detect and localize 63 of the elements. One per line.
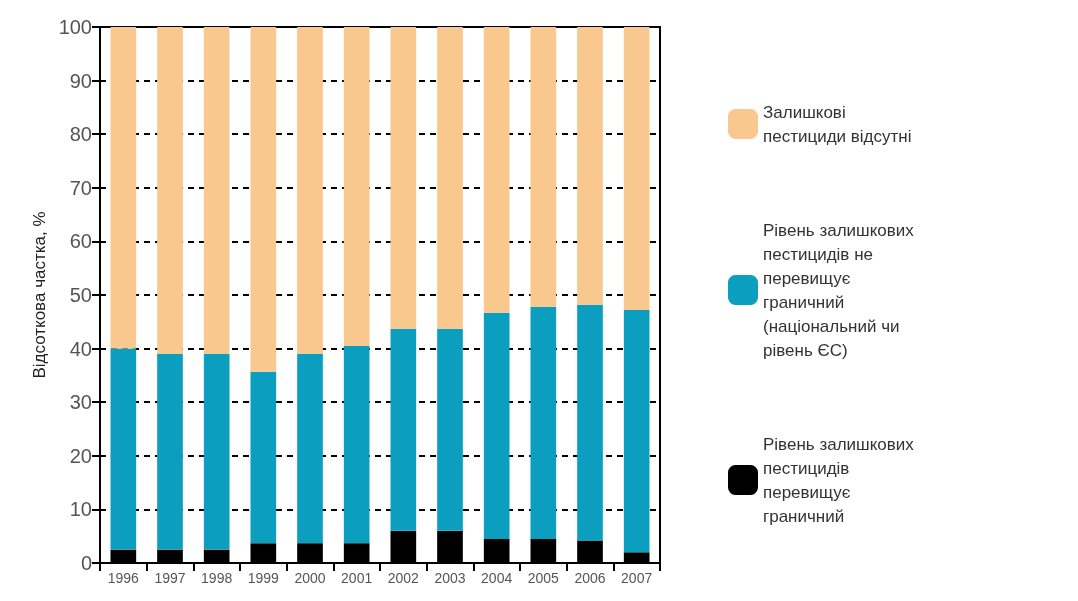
bar <box>437 328 463 531</box>
bar <box>623 310 650 553</box>
bar <box>110 348 137 550</box>
legend-label: Рівень залишкових пестицидів перевищує граничний <box>763 434 919 526</box>
bar <box>530 538 557 563</box>
y-tick-label: 40 <box>69 337 92 360</box>
bar <box>483 27 510 313</box>
bar <box>577 27 603 305</box>
x-tick-label: 1999 <box>247 570 280 586</box>
bar <box>530 306 557 539</box>
bar <box>577 304 603 541</box>
bar <box>250 371 277 544</box>
bar <box>623 27 650 311</box>
bar <box>157 353 183 550</box>
y-tick-label: 50 <box>69 284 92 306</box>
y-tick-label: 70 <box>69 176 92 199</box>
bar <box>530 27 557 307</box>
y-tick-label: 30 <box>69 391 92 414</box>
bar <box>437 27 463 329</box>
bar <box>623 552 650 563</box>
y-axis-title: Відсоткова частка, % <box>29 211 49 379</box>
y-tick-label: 10 <box>69 498 92 521</box>
bar <box>297 353 323 544</box>
x-tick-label: 2002 <box>387 570 420 586</box>
bar <box>390 530 417 563</box>
bar <box>203 27 230 354</box>
y-tick-label: 80 <box>69 123 92 146</box>
x-tick-label: 1996 <box>107 570 140 586</box>
bar <box>390 328 417 531</box>
bar <box>250 27 277 372</box>
x-tick-label: 2005 <box>527 570 560 586</box>
bar <box>483 538 510 563</box>
legend-label: Залишкові пестициди відсутні <box>763 102 912 146</box>
x-tick-label: 2001 <box>341 570 373 586</box>
y-tick-label: 0 <box>80 552 92 574</box>
bar <box>110 27 137 349</box>
bar <box>203 353 230 550</box>
x-tick-label: 2004 <box>481 570 513 586</box>
x-tick-label: 2000 <box>294 570 326 586</box>
legend-label: Рівень залишкових пестицидів не перевищує граничний (національний чи рівень ЄС) <box>763 220 919 360</box>
y-tick-label: 100 <box>58 16 92 38</box>
bar <box>390 27 417 329</box>
bar <box>343 543 370 563</box>
bar <box>343 345 370 544</box>
x-tick-label: 2006 <box>574 570 606 586</box>
bar <box>203 549 230 563</box>
bar <box>297 27 323 354</box>
bar <box>157 27 183 354</box>
y-tick-label: 20 <box>69 444 92 467</box>
bar <box>110 549 137 563</box>
bar <box>437 530 463 563</box>
x-tick-label: 2003 <box>434 570 466 586</box>
y-tick-label: 60 <box>69 230 92 253</box>
x-tick-label: 2007 <box>621 570 653 586</box>
bar <box>250 543 277 563</box>
x-tick-label: 1998 <box>201 570 233 586</box>
bar <box>483 312 510 539</box>
bar <box>157 549 183 563</box>
bar <box>577 540 603 563</box>
bar <box>297 543 323 563</box>
x-tick-label: 1997 <box>154 570 186 586</box>
y-tick-label: 90 <box>69 69 92 92</box>
bar <box>343 27 370 346</box>
